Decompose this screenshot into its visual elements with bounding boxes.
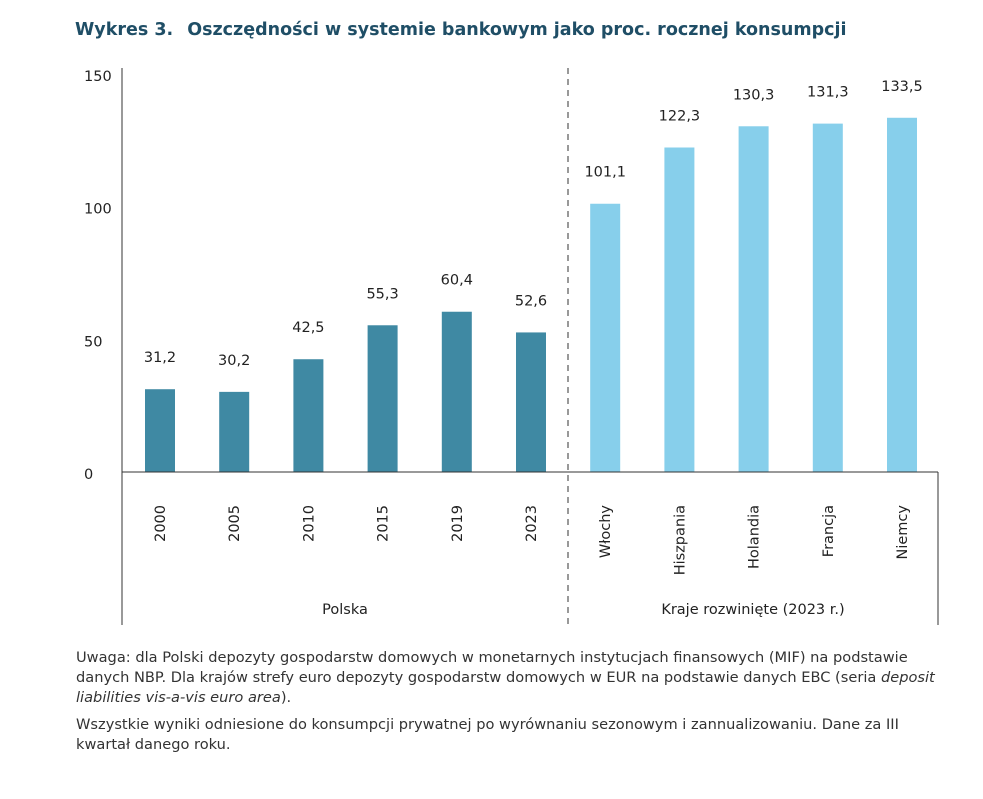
category-label-2023: 2023 <box>524 505 540 542</box>
y-tick-label-3: 150 <box>84 69 112 85</box>
chart-title: Wykres 3. Oszczędności w systemie bankowy… <box>75 20 846 40</box>
note-1: Uwaga: dla Polski depozyty gospodarstw d… <box>76 648 956 708</box>
group-label-0: Polska <box>322 602 368 618</box>
y-tick-label-0: 0 <box>84 467 93 483</box>
value-label-2010: 42,5 <box>292 320 324 336</box>
bars: 31,2 2000 30,2 2005 42,5 2010 55,3 2015 60,4 2019… <box>144 79 923 576</box>
note-1-series-name: deposit liabilities vis-a-vis euro area <box>76 669 935 706</box>
bar-2005 <box>219 391 250 472</box>
value-label-włochy: 101,1 <box>584 165 626 181</box>
bar-hiszpania <box>664 147 695 473</box>
value-label-2000: 31,2 <box>144 350 176 366</box>
category-label-2000: 2000 <box>153 505 169 542</box>
value-label-2023: 52,6 <box>515 293 547 309</box>
category-label-włochy: Włochy <box>598 505 614 558</box>
y-tick-label-1: 50 <box>84 334 102 350</box>
bar-holandia <box>738 126 769 473</box>
bar-2015 <box>367 325 398 472</box>
category-label-2019: 2019 <box>450 505 466 542</box>
notes: Uwaga: dla Polski depozyty gospodarstw d… <box>76 648 956 762</box>
bar-francja <box>812 123 843 472</box>
bar-chart: 0 50 100 150 31,2 2000 30,2 2005 42,5 2010 55,3 20… <box>84 68 939 625</box>
bar-2000 <box>145 389 175 472</box>
group-labels: Polska Kraje rozwinięte (2023 r.) <box>322 602 845 618</box>
chart-number: Wykres 3. <box>75 20 174 40</box>
value-label-holandia: 130,3 <box>733 87 775 103</box>
chart-frame <box>121 68 939 625</box>
category-label-niemcy: Niemcy <box>895 505 911 560</box>
bar-2010 <box>293 359 324 472</box>
bar-włochy <box>590 203 621 473</box>
value-label-hiszpania: 122,3 <box>659 108 701 124</box>
category-label-francja: Francja <box>821 505 837 557</box>
value-label-2019: 60,4 <box>441 273 473 289</box>
category-label-hiszpania: Hiszpania <box>672 505 688 575</box>
note-1-text-start: Uwaga: dla Polski depozyty gospodarstw d… <box>76 649 908 686</box>
value-label-niemcy: 133,5 <box>881 79 923 95</box>
category-label-2005: 2005 <box>227 505 243 542</box>
category-label-2010: 2010 <box>301 505 317 542</box>
value-label-francja: 131,3 <box>807 85 849 101</box>
chart-title-text: Oszczędności w systemie bankowym jako pr… <box>187 20 847 40</box>
value-label-2005: 30,2 <box>218 353 250 369</box>
group-label-1: Kraje rozwinięte (2023 r.) <box>661 602 844 618</box>
note-2: Wszystkie wyniki odniesione do konsumpcj… <box>76 716 899 753</box>
y-tick-label-2: 100 <box>84 202 112 218</box>
y-axis: 0 50 100 150 <box>84 69 112 483</box>
bar-niemcy <box>887 117 917 472</box>
category-label-2015: 2015 <box>376 505 392 542</box>
note-1-text-end: ). <box>280 689 292 706</box>
category-label-holandia: Holandia <box>747 505 763 569</box>
bar-2023 <box>516 332 546 472</box>
value-label-2015: 55,3 <box>366 286 398 302</box>
bar-2019 <box>441 311 472 472</box>
